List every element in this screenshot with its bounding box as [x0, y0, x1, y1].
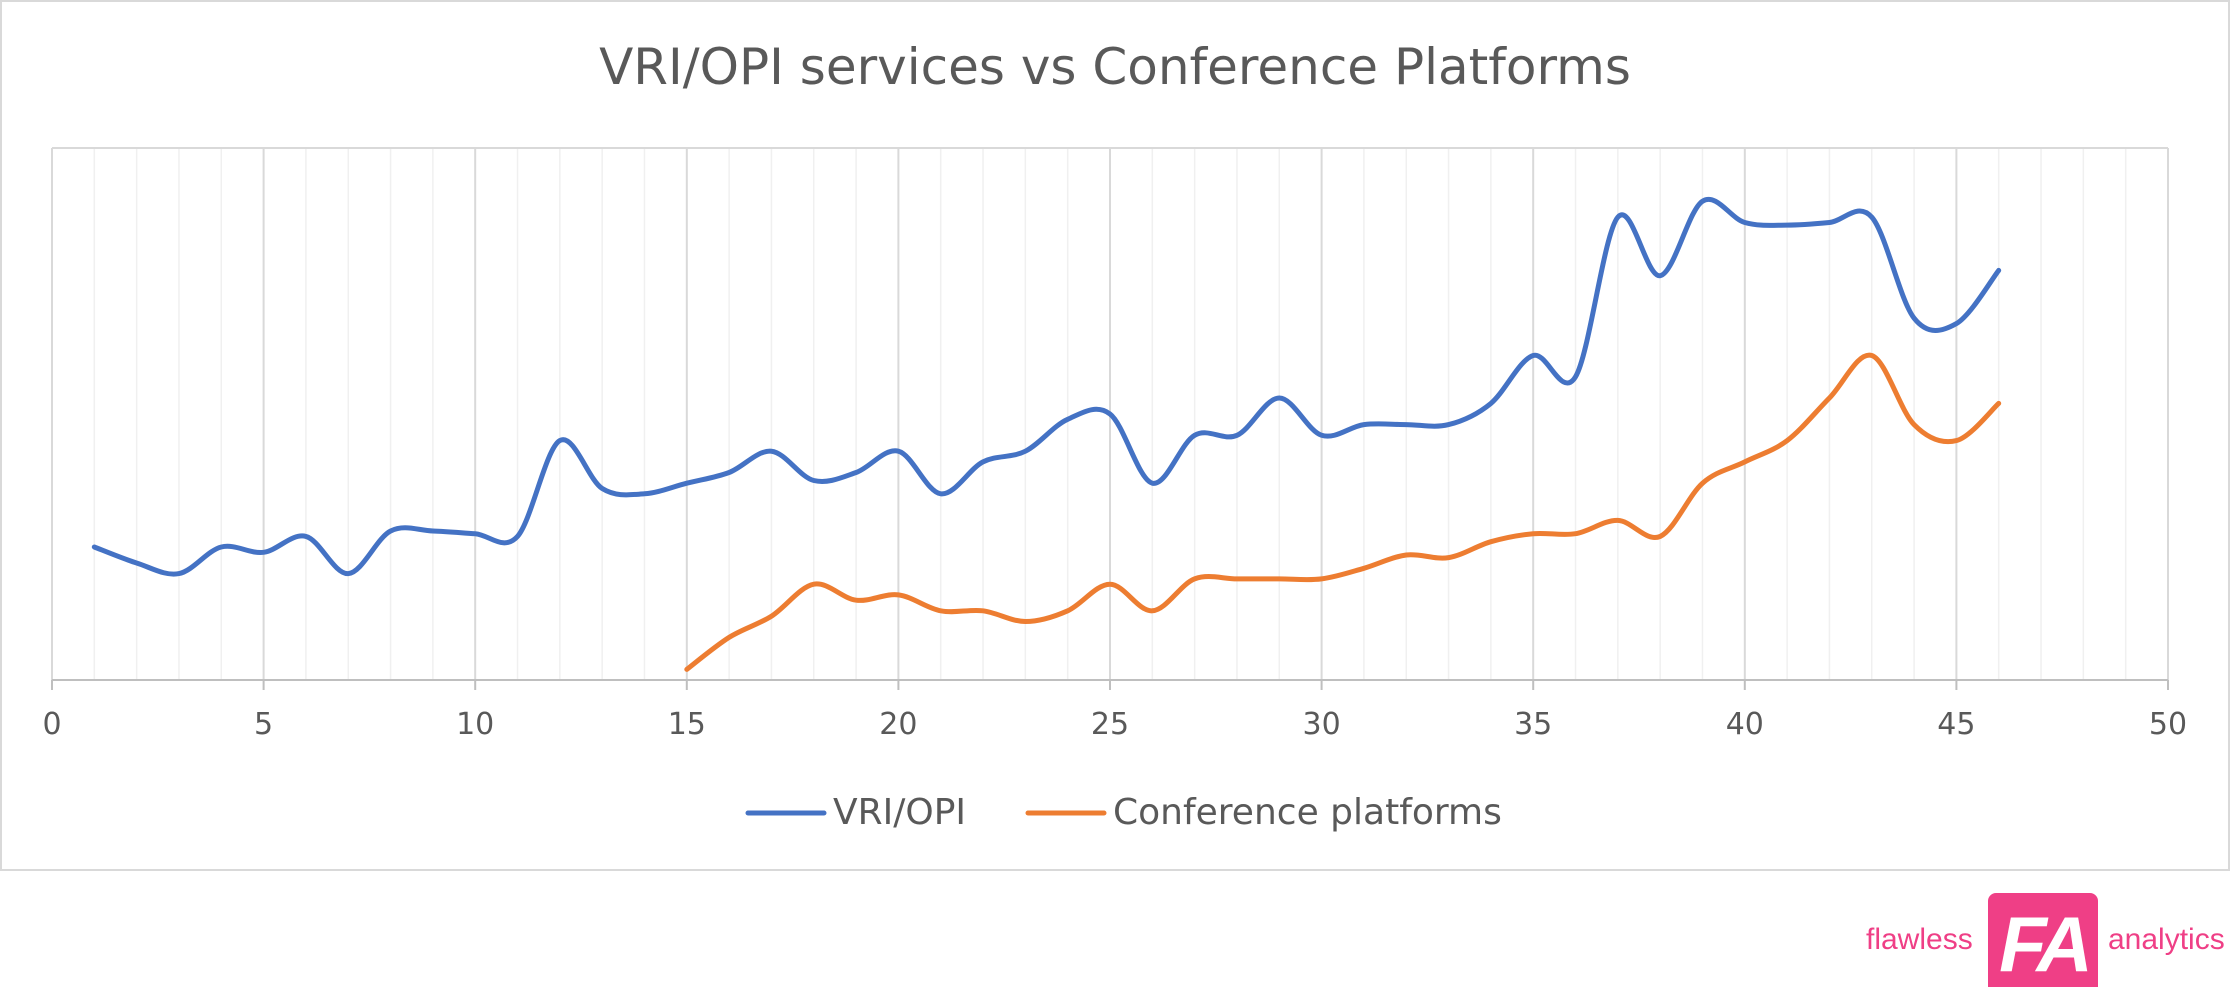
x-tick-label: 40 [1726, 707, 1764, 742]
legend-label: VRI/OPI [833, 792, 966, 833]
chart-title: VRI/OPI services vs Conference Platforms [599, 38, 1631, 96]
x-tick-label: 50 [2149, 707, 2187, 742]
x-tick-label: 25 [1091, 707, 1129, 742]
series-line-conference-platforms [684, 352, 2002, 672]
x-tick-label: 15 [668, 707, 706, 742]
x-tick-label: 30 [1303, 707, 1341, 742]
x-tick-label: 45 [1937, 707, 1975, 742]
brand-mark-icon: FA [1988, 893, 2098, 988]
legend: VRI/OPI Conference platforms [745, 792, 1502, 833]
x-tick-label: 35 [1514, 707, 1552, 742]
legend-label: Conference platforms [1113, 792, 1502, 833]
series-line-vri-opi [91, 196, 2002, 577]
x-tick-label: 20 [879, 707, 917, 742]
x-axis: 0 5 10 15 20 25 30 35 40 45 50 [42, 679, 2187, 742]
line-chart: VRI/OPI services vs Conference Platforms… [42, 38, 2187, 833]
brand-mark-text: FA [1999, 900, 2093, 988]
x-tick-label: 5 [254, 707, 273, 742]
series-lines [91, 196, 2002, 672]
brand-left-word: flawless [1866, 923, 1973, 956]
x-tick-label: 10 [456, 707, 494, 742]
grid [51, 147, 2169, 680]
brand-right-word: analytics [2108, 923, 2225, 956]
brand-logo: flawless FA analytics [1860, 893, 2232, 988]
x-tick-label: 0 [42, 707, 61, 742]
chart-frame [0, 0, 2230, 871]
